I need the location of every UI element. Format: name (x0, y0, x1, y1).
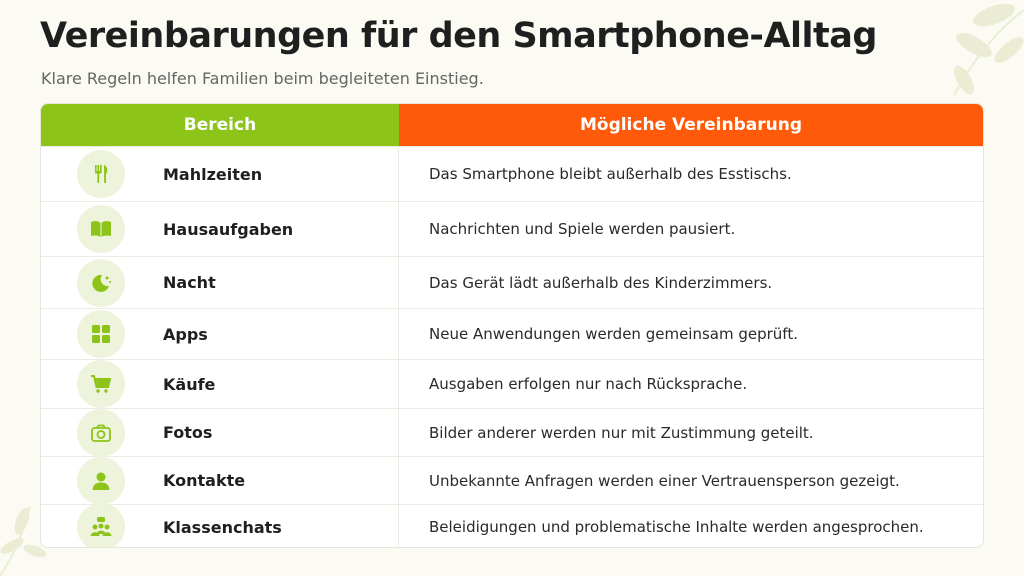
area-cell: Käufe (41, 360, 399, 408)
table-body: Mahlzeiten Das Smartphone bleibt außerhal… (41, 146, 983, 547)
column-header: Mögliche Vereinbarung (399, 104, 983, 146)
area-name: Hausaufgaben (163, 219, 294, 239)
area-name: Käufe (163, 374, 216, 394)
icon (77, 360, 125, 408)
area-name: Kontakte (163, 471, 246, 490)
table-row: Mahlzeiten Das Smartphone bleibt außerhal… (41, 146, 983, 201)
area-cell: Fotos (41, 408, 399, 457)
area-name: Mahlzeiten (163, 164, 263, 184)
table-row: Klassenchats Beleidigungen und problemati… (41, 503, 983, 547)
subtitle: Klare Regeln helfen Familien beim beglei… (41, 69, 484, 88)
agreement-cell: Das Gerät lädt außerhalb des Kinderzimme… (429, 273, 773, 292)
title: Vereinbarungen für den Smartphone-Alltag (40, 16, 877, 56)
agreement-cell: Neue Anwendungen werden gemeinsam geprüf… (429, 325, 798, 343)
agreement-cell: Unbekannte Anfragen werden einer Vertrau… (429, 471, 900, 490)
table-row: Apps Neue Anwendungen werden gemeinsam ge… (41, 308, 983, 359)
icon (77, 205, 125, 253)
icon (77, 408, 125, 457)
icon (77, 503, 125, 547)
area-cell: Mahlzeiten (41, 147, 399, 201)
table-row: Fotos Bilder anderer werden nur mit Zusti… (41, 408, 983, 457)
area-cell: Hausaufgaben (41, 202, 399, 256)
icon (77, 258, 125, 307)
agreement-cell: Beleidigungen und problematische Inhalte… (429, 518, 924, 536)
area-name: Apps (163, 324, 208, 344)
area-name: Fotos (163, 423, 213, 442)
icon (77, 310, 125, 358)
table-header: Bereich Mögliche Vereinbarung (41, 104, 983, 146)
table-row: Käufe Ausgaben erfolgen nur nach Rückspra… (41, 359, 983, 408)
column-header: Bereich (41, 104, 399, 146)
agreement-cell: Bilder anderer werden nur mit Zustimmung… (429, 423, 814, 442)
table-row: Kontakte Unbekannte Anfragen werden einer… (41, 456, 983, 505)
icon (77, 150, 125, 198)
area-cell: Kontakte (41, 456, 399, 505)
table-row: Hausaufgaben Nachrichten und Spiele werde… (41, 201, 983, 256)
leaf-decoration (0, 505, 47, 576)
area-name: Klassenchats (163, 517, 282, 537)
area-cell: Klassenchats (41, 503, 399, 547)
leaf-decoration (953, 3, 1024, 96)
area-cell: Nacht (41, 257, 399, 308)
icon (77, 456, 125, 505)
area-cell: Apps (41, 309, 399, 359)
table-row: Nacht Das Gerät lädt außerhalb des Kinder… (41, 256, 983, 308)
agreement-cell: Das Smartphone bleibt außerhalb des Esst… (429, 165, 792, 183)
area-name: Nacht (163, 273, 216, 292)
agreement-cell: Nachrichten und Spiele werden pausiert. (429, 220, 736, 238)
agreement-cell: Ausgaben erfolgen nur nach Rücksprache. (429, 375, 748, 393)
table: Bereich Mögliche Vereinbarung Mahlzeiten… (40, 103, 984, 548)
